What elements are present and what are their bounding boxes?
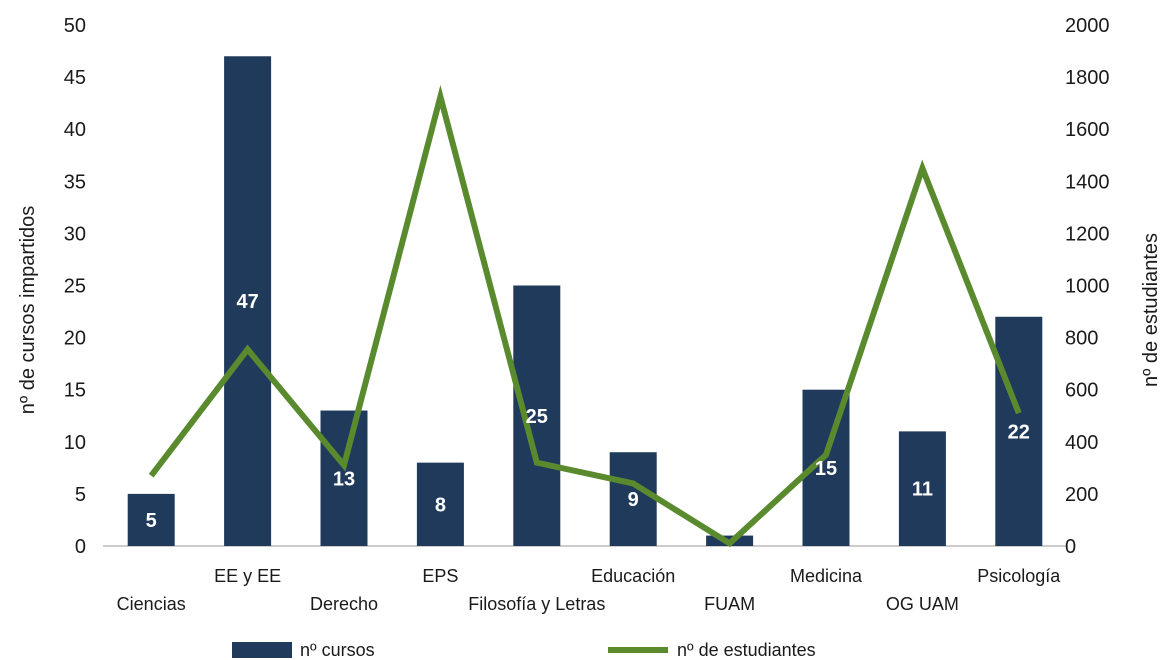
line-series	[148, 84, 1022, 548]
bar-data-label: 13	[333, 468, 355, 490]
bar	[513, 285, 561, 546]
axes-group: 0 5 10 15 20 25 30 35 40 45 50 0 200 400 600 800 1000 120…	[64, 15, 1110, 614]
bar	[995, 316, 1043, 546]
legend-swatch-cursos	[232, 642, 292, 658]
bar-data-label: 8	[435, 494, 446, 516]
y-axis-title: nº de cursos impartidos	[17, 206, 39, 415]
x-tick-label: Derecho	[310, 594, 378, 614]
y2-tick-label: 800	[1065, 328, 1098, 350]
x-tick-label: EE y EE	[214, 566, 281, 586]
bar-data-label: 9	[628, 489, 639, 511]
x-tick-label: Ciencias	[117, 594, 186, 614]
y2-axis-title: nº de estudiantes	[1140, 233, 1162, 387]
y2-tick-label: 200	[1065, 484, 1098, 506]
y2-tick-label: 400	[1065, 432, 1098, 454]
x-tick-label: Filosofía y Letras	[468, 594, 605, 614]
legend-label-estudiantes: nº de estudiantes	[677, 640, 816, 660]
y2-tick-label: 1600	[1065, 119, 1110, 141]
x-tick-label: Educación	[591, 566, 675, 586]
y-tick-label: 10	[64, 432, 86, 454]
bar	[224, 56, 272, 546]
y-tick-label: 5	[75, 484, 86, 506]
x-tick-label: OG UAM	[886, 594, 959, 614]
bar-data-label: 47	[236, 291, 258, 313]
line-path	[148, 84, 1022, 548]
x-tick-label: Psicología	[977, 566, 1061, 586]
y2-tick-label: 2000	[1065, 15, 1110, 37]
bar-data-label: 11	[912, 479, 933, 501]
x-tick-label: EPS	[422, 566, 458, 586]
bar-series	[127, 56, 1043, 546]
bar-data-label: 5	[146, 510, 157, 532]
y-tick-label: 20	[64, 328, 86, 350]
bar-data-label: 22	[1008, 421, 1030, 443]
legend: nº cursos nº de estudiantes	[232, 640, 816, 660]
bar	[320, 410, 368, 546]
bar	[127, 493, 175, 546]
y2-tick-label: 0	[1065, 536, 1076, 558]
y-tick-label: 40	[64, 119, 86, 141]
x-tick-label: FUAM	[704, 594, 755, 614]
y-tick-label: 45	[64, 67, 86, 89]
data-labels: 5 47 13 8 25 9 15 11 22	[146, 291, 1030, 532]
y2-tick-label: 600	[1065, 380, 1098, 402]
y-tick-label: 25	[64, 276, 86, 298]
bar-data-label: 25	[526, 406, 548, 428]
y-tick-label: 35	[64, 171, 86, 193]
y-tick-label: 30	[64, 223, 86, 245]
y2-tick-label: 1800	[1065, 67, 1110, 89]
y2-tick-label: 1200	[1065, 223, 1110, 245]
bar	[898, 431, 946, 546]
bar	[416, 462, 464, 546]
legend-label-cursos: nº cursos	[300, 640, 375, 660]
y-tick-label: 0	[75, 536, 86, 558]
y2-tick-label: 1000	[1065, 276, 1110, 298]
bar-data-label: 15	[815, 458, 837, 480]
x-tick-label: Medicina	[790, 566, 863, 586]
bar	[609, 452, 657, 546]
y-tick-label: 15	[64, 380, 86, 402]
y2-tick-label: 1400	[1065, 171, 1110, 193]
y-tick-label: 50	[64, 15, 86, 37]
